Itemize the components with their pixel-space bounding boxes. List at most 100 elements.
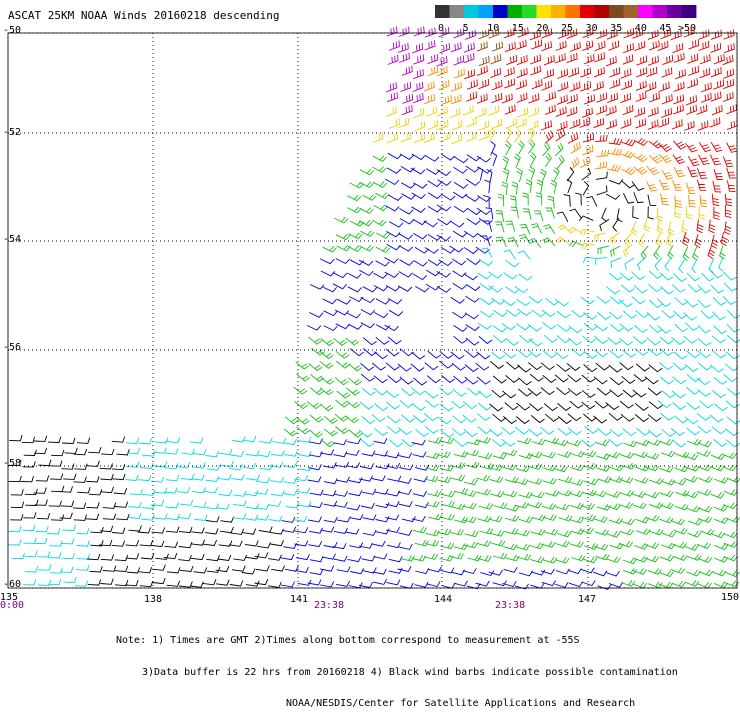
- wind-barb: [540, 426, 555, 435]
- wind-barb: [245, 503, 260, 510]
- wind-barb: [648, 40, 660, 51]
- wind-barb: [619, 362, 634, 371]
- wind-barb: [309, 556, 324, 563]
- wind-barb: [618, 540, 634, 548]
- wind-barb: [465, 194, 480, 202]
- wind-barb: [723, 282, 738, 292]
- wind-barb: [634, 476, 649, 484]
- wind-barb: [531, 79, 543, 90]
- wind-barb: [542, 514, 557, 521]
- wind-barb: [550, 179, 558, 194]
- wind-barb: [557, 451, 572, 458]
- wind-barb: [296, 426, 310, 435]
- wind-barb: [698, 206, 706, 220]
- legend-swatch: [667, 5, 682, 18]
- wind-barb: [267, 581, 282, 588]
- wind-barb: [257, 542, 271, 549]
- wind-barb: [453, 325, 468, 332]
- wind-barb: [411, 153, 426, 161]
- wind-barb: [322, 490, 337, 497]
- wind-barb: [362, 337, 377, 346]
- wind-barb: [581, 439, 596, 448]
- wind-barb: [231, 436, 246, 443]
- wind-barb: [76, 540, 90, 547]
- wind-barb: [488, 285, 503, 293]
- wind-barb: [569, 400, 584, 409]
- wind-barb: [661, 310, 676, 319]
- wind-barb: [334, 377, 349, 386]
- wind-barb: [477, 515, 492, 523]
- wind-barb: [295, 416, 310, 425]
- wind-barb: [621, 180, 635, 189]
- wind-barb: [673, 273, 688, 282]
- wind-barb: [697, 324, 711, 334]
- wind-barb: [514, 426, 529, 435]
- wind-barb: [557, 476, 573, 484]
- wind-barb: [423, 220, 438, 228]
- wind-barb: [567, 568, 582, 575]
- wind-barb: [374, 488, 389, 495]
- lat-label: -54: [3, 234, 22, 245]
- wind-barb: [322, 245, 337, 253]
- wind-barb: [267, 500, 282, 507]
- wind-barb: [609, 67, 621, 78]
- wind-barb: [516, 402, 531, 411]
- wind-barb: [661, 107, 673, 118]
- wind-barb: [153, 487, 168, 494]
- wind-barb: [644, 542, 660, 549]
- legend-swatch: [478, 5, 494, 18]
- wind-barb: [150, 500, 165, 507]
- wind-barb: [425, 269, 441, 277]
- wind-barb: [658, 143, 672, 152]
- wind-barb: [686, 182, 696, 195]
- wind-barb: [697, 284, 711, 294]
- wind-barb: [530, 491, 545, 499]
- wind-barb: [723, 489, 739, 496]
- wind-barb: [398, 543, 413, 550]
- wind-barb: [191, 527, 205, 534]
- wind-barb: [411, 387, 425, 396]
- wind-barb: [581, 243, 595, 250]
- wind-barb: [661, 67, 673, 78]
- wind-barb: [397, 488, 412, 495]
- wind-barb: [85, 513, 100, 520]
- wind-barb: [503, 490, 518, 498]
- wind-barb: [685, 386, 700, 395]
- wind-barb: [388, 194, 403, 201]
- wind-barb: [493, 309, 508, 317]
- wind-barb: [567, 427, 582, 436]
- wind-barb: [596, 504, 611, 511]
- wind-barb: [485, 207, 494, 220]
- wind-barb: [501, 298, 516, 307]
- wind-barb: [505, 337, 520, 346]
- wind-barb: [453, 375, 468, 384]
- wind-barb: [345, 449, 360, 456]
- wind-barb: [453, 335, 468, 344]
- wind-barb: [373, 437, 388, 445]
- wind-barb: [514, 128, 522, 143]
- wind-barb: [451, 427, 466, 436]
- wind-barb: [519, 223, 531, 235]
- wind-barb: [386, 462, 401, 469]
- wind-barb: [630, 221, 638, 236]
- wind-barb: [386, 132, 398, 144]
- wind-barb: [358, 429, 373, 438]
- wind-barb: [688, 39, 700, 50]
- wind-barb: [59, 486, 73, 493]
- wind-barb: [362, 567, 377, 574]
- wind-barb: [659, 570, 674, 578]
- legend-label: 0: [438, 23, 444, 34]
- wind-barb: [634, 347, 649, 356]
- wind-barb: [709, 269, 723, 279]
- wind-barb: [661, 542, 676, 550]
- wind-barb: [722, 296, 737, 305]
- wind-barb: [635, 91, 647, 102]
- wind-barb: [178, 541, 193, 549]
- wind-barb: [634, 107, 646, 118]
- wind-barb: [246, 474, 261, 481]
- wind-barb: [373, 204, 388, 212]
- wind-barb: [436, 286, 452, 293]
- legend-label: 5: [463, 23, 469, 34]
- wind-barb: [323, 542, 338, 549]
- wind-barb: [655, 232, 662, 247]
